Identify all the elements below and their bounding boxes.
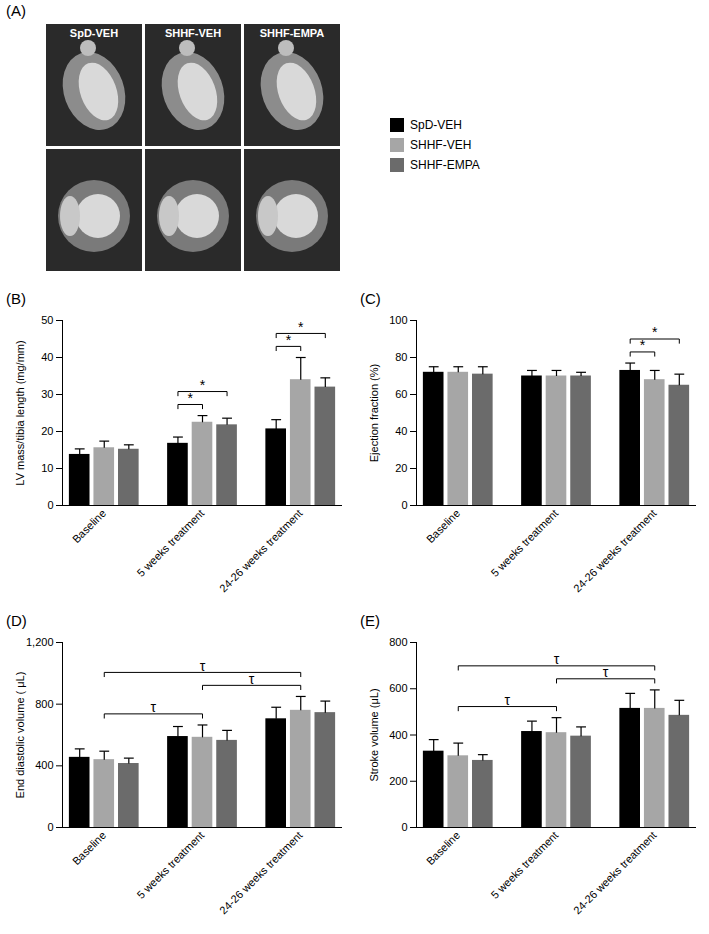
svg-text:*: * — [286, 332, 292, 348]
svg-text:SpD-VEH: SpD-VEH — [70, 27, 118, 39]
svg-text:10: 10 — [41, 462, 53, 474]
svg-text:*: * — [298, 319, 304, 335]
svg-text:800: 800 — [389, 636, 407, 648]
svg-text:5 weeks treatment: 5 weeks treatment — [488, 507, 560, 579]
svg-text:τ: τ — [151, 699, 157, 715]
svg-text:End diastolic volume ( μL): End diastolic volume ( μL) — [14, 672, 26, 799]
svg-text:24-26 weeks treatment: 24-26 weeks treatment — [217, 829, 305, 917]
svg-text:SHHF-EMPA: SHHF-EMPA — [410, 158, 480, 172]
html-text:(E): (E) — [360, 612, 380, 629]
svg-text:*: * — [187, 390, 193, 406]
svg-text:*: * — [640, 337, 646, 353]
svg-text:60: 60 — [395, 388, 407, 400]
svg-text:40: 40 — [41, 351, 53, 363]
svg-text:40: 40 — [395, 425, 407, 437]
svg-text:100: 100 — [389, 314, 407, 326]
svg-text:Baseline: Baseline — [424, 829, 462, 867]
svg-text:400: 400 — [35, 759, 53, 771]
html-text:(B): (B) — [6, 290, 26, 307]
svg-text:SHHF-EMPA: SHHF-EMPA — [260, 27, 325, 39]
html-text:(C): (C) — [360, 290, 381, 307]
svg-text:20: 20 — [41, 425, 53, 437]
svg-text:SHHF-VEH: SHHF-VEH — [165, 27, 221, 39]
svg-text:SpD-VEH: SpD-VEH — [410, 118, 462, 132]
svg-text:80: 80 — [395, 351, 407, 363]
svg-text:Ejection fraction (%): Ejection fraction (%) — [368, 364, 380, 462]
svg-text:50: 50 — [41, 314, 53, 326]
svg-text:τ: τ — [554, 651, 560, 667]
svg-text:Baseline: Baseline — [70, 507, 108, 545]
svg-text:SHHF-VEH: SHHF-VEH — [410, 138, 471, 152]
svg-text:*: * — [652, 324, 658, 340]
svg-text:24-26 weeks treatment: 24-26 weeks treatment — [571, 829, 659, 917]
svg-text:0: 0 — [401, 499, 407, 511]
svg-text:20: 20 — [395, 462, 407, 474]
svg-text:600: 600 — [389, 682, 407, 694]
svg-text:(A): (A) — [6, 2, 26, 19]
svg-text:0: 0 — [47, 821, 53, 833]
svg-text:24-26 weeks treatment: 24-26 weeks treatment — [217, 507, 305, 595]
svg-text:LV mass/tibia length (mg/mm): LV mass/tibia length (mg/mm) — [14, 340, 26, 485]
svg-text:τ: τ — [603, 664, 609, 680]
svg-text:30: 30 — [41, 388, 53, 400]
svg-text:τ: τ — [200, 658, 206, 674]
svg-text:Baseline: Baseline — [424, 507, 462, 545]
svg-text:0: 0 — [401, 821, 407, 833]
svg-text:5 weeks treatment: 5 weeks treatment — [488, 829, 560, 901]
svg-text:*: * — [200, 377, 206, 393]
svg-text:τ: τ — [249, 671, 255, 687]
svg-text:τ: τ — [505, 692, 511, 708]
svg-text:Stroke volume (μL): Stroke volume (μL) — [368, 688, 380, 781]
svg-text:5 weeks treatment: 5 weeks treatment — [134, 829, 206, 901]
svg-text:0: 0 — [47, 499, 53, 511]
svg-text:800: 800 — [35, 698, 53, 710]
svg-text:200: 200 — [389, 775, 407, 787]
svg-text:24-26 weeks treatment: 24-26 weeks treatment — [571, 507, 659, 595]
svg-text:400: 400 — [389, 729, 407, 741]
html-text:(D): (D) — [6, 612, 27, 629]
svg-text:1,200: 1,200 — [26, 636, 54, 648]
svg-text:Baseline: Baseline — [70, 829, 108, 867]
svg-text:5 weeks treatment: 5 weeks treatment — [134, 507, 206, 579]
